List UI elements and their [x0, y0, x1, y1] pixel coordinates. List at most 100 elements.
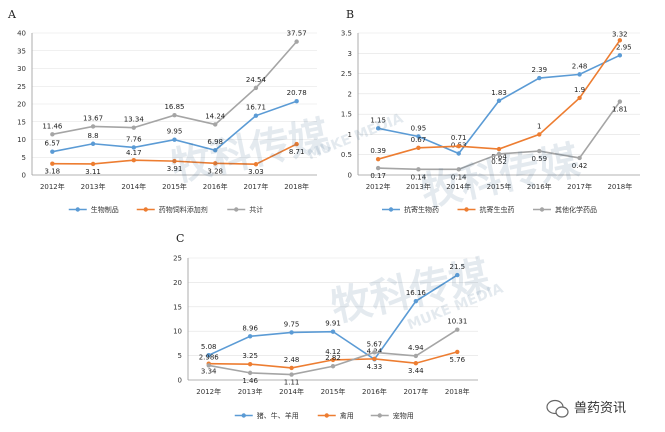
data-label: 0.42	[572, 162, 588, 170]
data-point	[131, 157, 136, 163]
data-label: 24.54	[246, 76, 267, 84]
legend-label: 生物制品	[91, 205, 119, 214]
legend-label: 其他化学药品	[555, 205, 597, 214]
data-label: 13.34	[124, 116, 145, 124]
data-point	[253, 162, 259, 167]
data-point	[455, 327, 460, 332]
data-label: 9.75	[284, 320, 300, 328]
data-point	[294, 99, 299, 104]
data-point	[372, 356, 377, 362]
data-point	[253, 113, 259, 118]
data-label: 5.08	[201, 343, 217, 351]
x-tick-label: 2014年	[121, 182, 146, 191]
data-point	[289, 365, 294, 371]
y-tick-label: 20	[17, 101, 26, 109]
data-point	[455, 272, 460, 278]
legend: 抗寄生物药 抗寄生虫药 其他化学药品	[382, 205, 597, 214]
legend-label: 抗寄生虫药	[480, 205, 515, 214]
data-label: 0.39	[370, 147, 386, 155]
legend-label: 药物饲料添加剂	[159, 205, 208, 214]
data-point	[617, 99, 623, 104]
data-label: 20.78	[287, 89, 307, 97]
y-tick-label: 3	[348, 50, 352, 58]
data-point	[213, 148, 218, 153]
data-label: 3.11	[85, 168, 101, 176]
legend: 猪、牛、羊用 禽用 宠物用	[234, 411, 414, 420]
data-point	[456, 151, 461, 156]
legend: 生物制品 药物饲料添加剂 共计	[68, 205, 263, 214]
x-tick-label: 2018年	[607, 182, 632, 191]
data-point	[416, 134, 421, 139]
legend-label: 禽用	[340, 411, 354, 420]
legend-marker	[324, 413, 329, 418]
data-point	[456, 167, 461, 172]
legend-marker	[388, 207, 394, 212]
data-label: 4.12	[325, 348, 341, 356]
legend-label: 抗寄生物药	[404, 205, 439, 214]
data-label: 0.14	[451, 173, 467, 181]
data-label: 0.67	[411, 136, 427, 144]
data-label: 3.34	[201, 368, 217, 376]
data-point	[413, 361, 419, 366]
data-point	[247, 361, 253, 367]
data-point	[213, 122, 218, 127]
data-point	[50, 149, 55, 154]
data-point	[50, 161, 55, 166]
data-label: 11.46	[42, 122, 63, 130]
data-point	[172, 158, 177, 164]
y-tick-label: 0	[22, 172, 26, 180]
data-label: 2.82	[325, 354, 341, 362]
data-label: 10.31	[447, 318, 467, 326]
data-point	[131, 125, 136, 130]
y-tick-label: 0	[348, 172, 352, 180]
data-label: 2.39	[531, 66, 547, 74]
data-point	[247, 334, 253, 339]
data-point	[537, 75, 542, 81]
y-tick-label: 40	[17, 30, 26, 38]
x-tick-label: 2016年	[527, 182, 552, 191]
x-tick-label: 2014年	[446, 182, 471, 191]
data-point	[294, 39, 299, 44]
x-tick-label: 2014年	[279, 387, 304, 396]
data-label: 3.91	[167, 165, 183, 173]
x-tick-label: 2015年	[321, 387, 346, 396]
data-label: 0.52	[491, 158, 507, 166]
data-label: 0.14	[411, 173, 427, 181]
watermark: 牧科传媒 MUKE MEDIA 牧科传媒 牧科传媒 MUKE MEDIA	[167, 110, 584, 333]
data-label: 2.48	[572, 62, 588, 70]
data-label: 1.46	[242, 377, 258, 385]
data-point	[90, 161, 96, 167]
data-label: 4.94	[408, 344, 424, 352]
data-point	[330, 364, 336, 369]
y-tick-label: 5	[22, 154, 26, 162]
data-label: 1.81	[612, 106, 628, 114]
legend-marker	[377, 413, 382, 418]
data-point	[206, 353, 211, 358]
data-label: 9.91	[325, 320, 341, 328]
y-tick-label: 25	[173, 255, 182, 263]
data-point	[289, 372, 294, 377]
data-point	[577, 95, 582, 101]
data-label: 8.8	[88, 132, 99, 140]
data-label: 3.28	[207, 167, 223, 175]
y-tick-label: 0	[178, 377, 182, 385]
data-point	[90, 141, 96, 146]
data-point	[375, 126, 381, 131]
data-point	[213, 161, 218, 166]
panel-letter: C	[176, 232, 184, 245]
data-point	[416, 145, 421, 151]
y-tick-label: 10	[173, 328, 182, 336]
data-label: 6.57	[45, 140, 61, 148]
data-point	[577, 155, 582, 161]
data-point	[294, 141, 299, 147]
y-tick-label: 15	[173, 303, 182, 311]
y-tick-label: 1.5	[341, 111, 352, 119]
panel-a-chart: A 0 5 10 15 20 25 30 35 40 2012年 2013年 2014年 2015年 201…	[7, 8, 317, 214]
data-point	[537, 132, 542, 137]
data-point	[289, 330, 294, 335]
data-point	[172, 137, 177, 142]
legend-marker	[539, 207, 545, 212]
data-label: 2.48	[284, 356, 300, 364]
data-label: 16.85	[164, 103, 184, 111]
